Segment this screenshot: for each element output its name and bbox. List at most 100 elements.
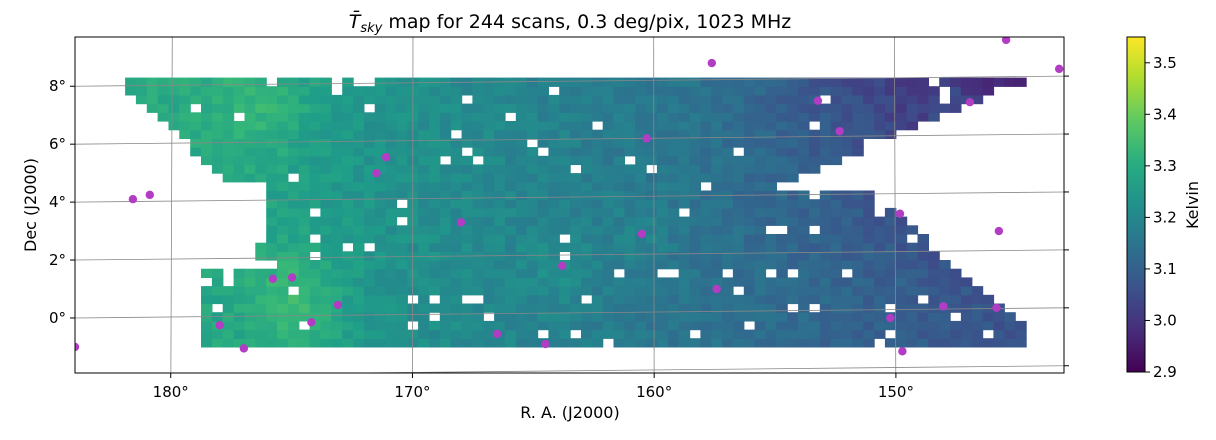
heatmap-cell xyxy=(135,94,148,105)
heatmap-cell xyxy=(776,286,788,296)
heatmap-cell xyxy=(765,251,777,261)
heatmap-cell xyxy=(515,277,528,287)
heatmap-cell xyxy=(895,286,908,296)
heatmap-cell xyxy=(776,155,788,166)
heatmap-cell xyxy=(472,286,484,296)
heatmap-cell xyxy=(526,268,539,278)
heatmap-cell xyxy=(928,251,940,261)
heatmap-cell xyxy=(287,303,300,313)
heatmap-cell xyxy=(602,112,615,122)
heatmap-cell xyxy=(928,260,940,270)
heatmap-cell xyxy=(266,155,278,166)
heatmap-cell xyxy=(808,294,821,305)
heatmap-cell xyxy=(385,277,398,287)
heatmap-cell xyxy=(863,216,875,226)
heatmap-cell xyxy=(287,129,300,139)
heatmap-cell xyxy=(385,251,398,261)
heatmap-cell xyxy=(353,338,365,348)
heatmap-cell xyxy=(570,103,582,113)
heatmap-cell xyxy=(494,147,506,157)
heatmap-cell xyxy=(581,320,593,331)
heatmap-cell xyxy=(646,294,658,305)
heatmap-cell xyxy=(472,94,484,105)
heatmap-cell xyxy=(363,251,376,261)
heatmap-cell xyxy=(396,277,408,287)
heatmap-cell xyxy=(298,138,311,148)
heatmap-cell xyxy=(624,103,636,113)
heatmap-cell xyxy=(656,155,669,166)
heatmap-cell xyxy=(581,268,593,278)
heatmap-cell xyxy=(233,294,246,305)
heatmap-cell xyxy=(646,199,658,209)
heatmap-cell xyxy=(331,181,343,192)
heatmap-cell xyxy=(483,147,495,157)
heatmap-cell xyxy=(591,147,604,157)
heatmap-cell xyxy=(960,286,973,296)
heatmap-cell xyxy=(255,138,267,148)
heatmap-cell xyxy=(754,320,767,331)
heatmap-cell xyxy=(765,155,777,166)
heatmap-cell xyxy=(244,138,256,148)
heatmap-cell xyxy=(754,129,767,139)
heatmap-cell xyxy=(461,320,474,331)
heatmap-cell xyxy=(939,312,951,322)
heatmap-cell xyxy=(960,320,973,331)
heatmap-cell xyxy=(895,242,908,252)
heatmap-cell xyxy=(971,86,984,96)
heatmap-cell xyxy=(863,294,875,305)
heatmap-cell xyxy=(635,286,647,296)
heatmap-cell xyxy=(342,112,354,122)
heatmap-cell xyxy=(906,303,919,313)
heatmap-cell xyxy=(787,121,799,131)
heatmap-cell xyxy=(602,94,615,105)
heatmap-cell xyxy=(591,216,604,226)
heatmap-cell xyxy=(830,155,843,166)
heatmap-cell xyxy=(233,121,246,131)
heatmap-cell xyxy=(776,234,788,244)
heatmap-cell xyxy=(711,207,723,218)
heatmap-cell xyxy=(808,320,821,331)
heatmap-cell xyxy=(374,260,387,270)
heatmap-cell xyxy=(201,155,213,166)
heatmap-cell xyxy=(776,260,788,270)
heatmap-cell xyxy=(526,320,539,331)
heatmap-cell xyxy=(374,207,387,218)
heatmap-cell xyxy=(722,181,734,192)
heatmap-cell xyxy=(841,320,853,331)
heatmap-cell xyxy=(874,277,886,287)
heatmap-cell xyxy=(656,121,669,131)
heatmap-cell xyxy=(439,320,452,331)
heatmap-cell xyxy=(146,94,159,105)
heatmap-cell xyxy=(570,303,582,313)
heatmap-cell xyxy=(526,121,539,131)
heatmap-cell xyxy=(374,277,387,287)
heatmap-cell xyxy=(461,155,474,166)
heatmap-cell xyxy=(363,138,376,148)
heatmap-cell xyxy=(581,164,593,174)
heatmap-cell xyxy=(754,207,767,218)
heatmap-cell xyxy=(917,77,929,87)
heatmap-cell xyxy=(537,234,549,244)
heatmap-cell xyxy=(277,286,289,296)
heatmap-cell xyxy=(884,103,897,113)
heatmap-cell xyxy=(852,268,864,278)
heatmap-cell xyxy=(754,181,767,192)
heatmap-cell xyxy=(624,294,636,305)
source-marker xyxy=(898,347,907,356)
heatmap-cell xyxy=(743,225,756,235)
heatmap-cell xyxy=(895,312,908,322)
heatmap-cell xyxy=(494,112,506,122)
heatmap-cell xyxy=(765,138,777,148)
heatmap-cell xyxy=(732,260,745,270)
heatmap-cell xyxy=(928,268,940,278)
heatmap-cell xyxy=(407,260,419,270)
heatmap-cell xyxy=(287,164,300,174)
heatmap-cell xyxy=(483,242,495,252)
heatmap-cell xyxy=(494,225,506,235)
heatmap-cell xyxy=(559,181,571,192)
heatmap-cell xyxy=(635,77,647,87)
heatmap-cell xyxy=(342,199,354,209)
heatmap-cell xyxy=(266,329,278,339)
heatmap-cell xyxy=(667,129,680,139)
heatmap-cell xyxy=(808,138,821,148)
